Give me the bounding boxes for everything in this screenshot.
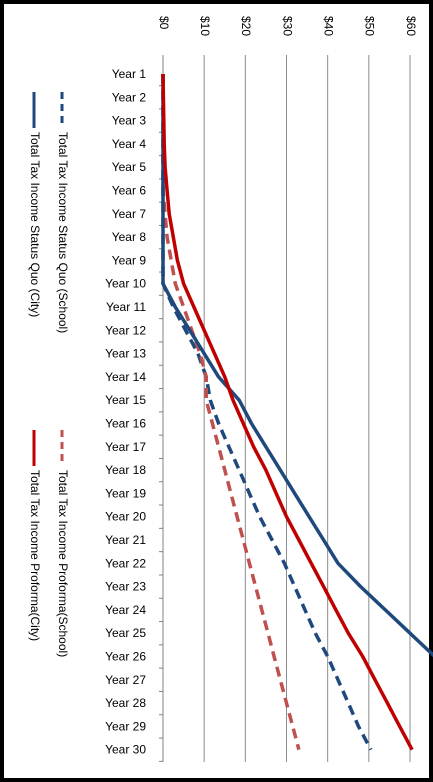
category-axis-labels: Year 1 Year 2 Year 3 Year 4 Year 5 Year 6 Year… [105, 67, 163, 762]
value-tick-label: $40 [321, 16, 335, 36]
series-lines [161, 73, 433, 751]
category-tick-label: Year 7 [112, 207, 147, 221]
series-line [161, 74, 301, 751]
category-tick-label: Year 26 [105, 650, 146, 664]
category-tick-label: Year 4 [112, 137, 147, 151]
series-line [161, 74, 373, 751]
category-tick-label: Year 29 [105, 719, 146, 733]
legend: Total Tax Income Status Quo (School) Tota… [28, 92, 70, 657]
value-tick-label: $50 [363, 16, 377, 36]
category-tick-label: Year 1 [112, 67, 147, 81]
category-tick-label: Year 16 [105, 417, 146, 431]
category-tick-label: Year 13 [105, 347, 146, 361]
category-tick-label: Year 27 [105, 673, 146, 687]
series-line [161, 74, 433, 658]
category-tick-label: Year 30 [105, 743, 146, 757]
category-tick-label: Year 21 [105, 533, 146, 547]
category-tick-label: Year 11 [106, 300, 146, 314]
category-tick-label: Year 25 [105, 626, 146, 640]
category-tick-label: Year 19 [105, 486, 146, 500]
category-tick-label: Year 12 [105, 323, 146, 337]
category-tick-label: Year 14 [105, 370, 146, 384]
legend-label: Total Tax Income Proforma(School) [56, 470, 70, 657]
category-tick-label: Year 28 [105, 696, 146, 710]
value-tick-label: $20 [239, 16, 253, 36]
category-tick-label: Year 22 [105, 556, 146, 570]
legend-label: Total Tax Income Status Quo (School) [56, 132, 70, 333]
category-tick-label: Year 24 [105, 603, 146, 617]
category-tick-label: Year 23 [105, 580, 146, 594]
category-tick-label: Year 20 [105, 510, 146, 524]
category-tick-label: Year 15 [105, 393, 146, 407]
category-tick-label: Year 8 [112, 230, 147, 244]
category-tick-label: Year 9 [112, 253, 147, 267]
value-tick-label: $60 [404, 16, 418, 36]
legend-label: Total Tax Income Status Quo (City) [28, 132, 42, 317]
category-tick-label: Year 2 [112, 90, 147, 104]
category-tick-label: Year 17 [105, 440, 146, 454]
value-axis-ticks: $0 $10 $20 $30 $40 $50 $60 [157, 16, 418, 36]
value-tick-label: $10 [198, 16, 212, 36]
category-tick-label: Year 3 [112, 114, 147, 128]
gridlines [162, 55, 411, 762]
category-tick-label: Year 18 [105, 463, 146, 477]
legend-label: Total Tax Income Proforma(City) [28, 470, 42, 641]
category-tick-label: Year 5 [112, 160, 147, 174]
value-tick-label: $0 [157, 16, 171, 30]
value-tick-label: $30 [280, 16, 294, 36]
series-line [161, 73, 414, 751]
category-tick-label: Year 6 [112, 184, 147, 198]
category-tick-label: Year 10 [105, 277, 146, 291]
